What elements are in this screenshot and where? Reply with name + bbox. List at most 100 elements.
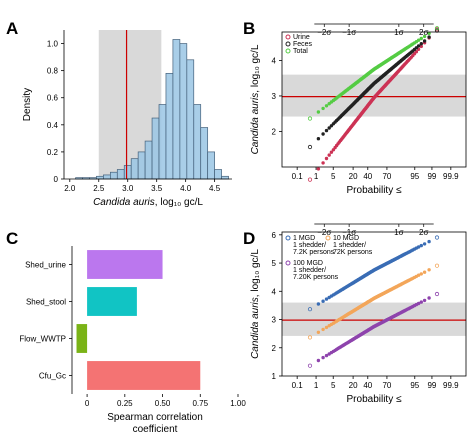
data-point — [422, 270, 427, 274]
data-point — [324, 104, 329, 108]
data-point — [321, 327, 325, 332]
data-point — [427, 268, 431, 272]
data-point — [419, 272, 423, 276]
histogram-bar — [207, 151, 215, 180]
data-point — [316, 358, 321, 363]
data-point — [316, 330, 321, 334]
x-tick-label: 1.00 — [230, 399, 246, 408]
data-point — [331, 148, 336, 152]
panel-letter-a: A — [6, 19, 18, 38]
sigma-tick-label: 1σ — [394, 228, 403, 237]
data-point — [307, 307, 313, 312]
x-tick-label: 4.5 — [209, 184, 221, 193]
x-axis-label-line: Spearman correlation — [107, 412, 203, 423]
data-point — [324, 353, 329, 358]
x-tick-label: 3.0 — [122, 184, 134, 193]
histogram-bar — [151, 117, 160, 180]
data-point — [321, 299, 325, 303]
panel-a-histogram: 2.0 2.5 3.0 3.5 4.0 4.5 0 0.2 0.4 0.6 0.8 1.0 Candid… — [22, 30, 232, 208]
legend-label-line: 1 shedder/ — [293, 267, 326, 274]
plot-frame — [281, 231, 467, 377]
series-3-points — [307, 26, 440, 121]
x-tick-label: 99.9 — [443, 172, 459, 181]
panel-letter-b: B — [243, 19, 255, 38]
x-axis-label-line: coefficient — [133, 424, 178, 435]
series-1-points — [307, 27, 440, 182]
sigma-tick-label: 2σ — [419, 28, 428, 37]
y-tick-label: 3 — [272, 92, 277, 101]
sigma-tick-label: −1σ — [342, 228, 356, 237]
legend-label-line: 7.2K persons — [293, 249, 335, 256]
x-tick-label: 0.50 — [155, 399, 171, 408]
x-tick-label: 2.5 — [93, 184, 105, 193]
data-point — [412, 52, 417, 56]
histogram-bar — [144, 140, 153, 180]
sigma-tick-label: −2σ — [317, 228, 331, 237]
correlation-bar — [87, 287, 137, 316]
histogram-bar — [193, 104, 202, 180]
x-tick-label: 20 — [349, 381, 358, 390]
data-point — [416, 301, 421, 306]
data-point — [416, 44, 421, 48]
data-point — [416, 47, 421, 51]
data-point — [307, 144, 313, 150]
category-label: Cfu_Gc — [39, 372, 66, 381]
histogram-bar — [130, 158, 139, 180]
legend-marker — [285, 260, 291, 266]
histogram-bar — [179, 43, 188, 180]
correlation-bar — [76, 324, 88, 353]
x-tick-label: 5 — [331, 172, 336, 181]
data-point — [416, 273, 421, 277]
legend-label-line: 1 shedder/ — [293, 242, 326, 249]
data-point — [427, 35, 431, 39]
data-point — [307, 363, 313, 368]
data-point — [414, 46, 419, 50]
data-point — [434, 235, 440, 240]
y-tick-label: 6 — [272, 231, 277, 240]
y-axis-label: Candida auris, log₁₀ gc/L — [250, 44, 261, 154]
x-axis-label: Candida auris, log₁₀ gc/L — [93, 197, 203, 208]
data-point — [414, 40, 419, 44]
legend-label-line: 72K persons — [333, 249, 373, 256]
y-tick-label: 0.2 — [47, 148, 59, 157]
x-tick-label: 99.9 — [443, 381, 459, 390]
legend-marker — [325, 235, 331, 241]
data-point — [327, 126, 331, 130]
y-tick-label: 3 — [272, 316, 277, 325]
histogram-bar — [158, 104, 167, 180]
histogram-bar — [172, 39, 181, 180]
data-point — [327, 101, 331, 106]
histogram-bar — [103, 174, 111, 180]
x-tick-label: 0 — [85, 399, 90, 408]
panel-b-probability-plot: −2σ −1σ 1σ 2σ 0.1 1 5 20 40 70 95 99 99.9 2 3 4 Probabil… — [250, 23, 467, 196]
panel-letter-d: D — [243, 229, 255, 248]
category-label: Shed_urine — [25, 261, 66, 270]
data-point — [416, 38, 421, 42]
legend-label: Feces — [293, 41, 313, 48]
sigma-tick-label: 2σ — [419, 228, 428, 237]
data-point — [434, 26, 440, 31]
legend-label-line: 1 MGD — [293, 235, 315, 242]
data-point — [419, 36, 423, 41]
x-tick-label: 95 — [410, 381, 419, 390]
x-tick-label: 99 — [427, 381, 436, 390]
data-point — [324, 128, 329, 133]
panel-d-probability-plot: −2σ −1σ 1σ 2σ 0.1 1 5 20 40 70 95 99 99.9 1 2 3 4 5 6 Proba… — [250, 223, 467, 405]
x-tick-label: 70 — [382, 381, 391, 390]
sigma-tick-label: −1σ — [342, 28, 356, 37]
x-tick-label: 3.5 — [151, 184, 163, 193]
correlation-bar — [87, 250, 163, 279]
plot-frame — [281, 31, 467, 168]
histogram-bar — [165, 72, 174, 180]
x-tick-label: 0.25 — [117, 399, 133, 408]
x-axis-label: Probability ≤ — [347, 185, 402, 196]
data-point — [414, 50, 419, 54]
data-point — [321, 106, 325, 111]
x-tick-label: 1 — [314, 172, 319, 181]
y-tick-label: 1.0 — [47, 40, 59, 49]
x-tick-label: 20 — [349, 172, 358, 181]
data-point — [307, 116, 313, 121]
